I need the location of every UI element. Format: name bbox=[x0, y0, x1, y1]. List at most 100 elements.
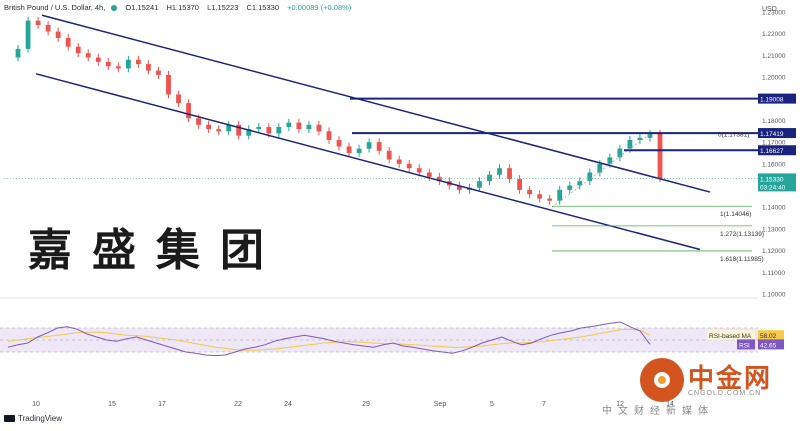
candle-body bbox=[326, 131, 332, 140]
rsi-ma-name: RSI-based MA bbox=[709, 333, 752, 340]
candle-body bbox=[276, 126, 282, 134]
high-value: H1.15370 bbox=[166, 3, 199, 12]
current-price-tag bbox=[758, 173, 796, 192]
chart-header: British Pound / U.S. Dollar, 4h, O1.1524… bbox=[4, 3, 351, 12]
x-tick-label: 22 bbox=[234, 401, 242, 408]
tradingview-label: TradingView bbox=[18, 414, 63, 423]
candle-body bbox=[597, 163, 603, 173]
tradingview-icon bbox=[4, 415, 15, 423]
price-level-label: 1.17419 bbox=[760, 131, 784, 138]
price-level-tag bbox=[758, 145, 796, 156]
rsi-line bbox=[7, 321, 651, 357]
open-value: O1.15241 bbox=[125, 3, 159, 12]
x-tick-label: 5 bbox=[490, 401, 494, 408]
candle-body bbox=[316, 124, 322, 132]
rsi-ma-value: 58.02 bbox=[760, 333, 777, 340]
candle-body bbox=[35, 20, 41, 26]
candle-body bbox=[527, 189, 532, 195]
fib-label: 1.272(1.13139) bbox=[720, 231, 764, 238]
change-value: +0.00089 (+0.08%) bbox=[287, 3, 352, 12]
candle-body bbox=[216, 129, 222, 132]
y-tick-label: 1.17000 bbox=[762, 140, 786, 147]
candle-body bbox=[125, 59, 131, 69]
candle-body bbox=[306, 124, 312, 130]
candle-body bbox=[55, 31, 61, 39]
tradingview-logo[interactable]: TradingView bbox=[4, 414, 62, 423]
y-tick-label: 1.11000 bbox=[762, 270, 785, 277]
candle-body bbox=[336, 139, 342, 147]
candle-body bbox=[226, 124, 232, 132]
low-value: L1.15223 bbox=[207, 3, 239, 12]
fib-label: 1.618(1.11985) bbox=[720, 256, 764, 263]
symbol-title: British Pound / U.S. Dollar, 4h, bbox=[4, 3, 106, 12]
candle-body bbox=[146, 64, 151, 71]
candle-body bbox=[25, 20, 31, 49]
candle-body bbox=[396, 159, 402, 164]
candle-body bbox=[75, 46, 81, 54]
fib-label: 0(1.17381) bbox=[718, 131, 749, 138]
candle-body bbox=[45, 25, 51, 32]
y-tick-label: 1.18000 bbox=[762, 118, 786, 125]
price-level-tag bbox=[758, 93, 796, 104]
close-value: C1.15330 bbox=[246, 3, 279, 12]
y-tick-label: 1.21000 bbox=[762, 53, 786, 60]
fib-anchor-line bbox=[551, 133, 651, 208]
y-tick-label: 1.20000 bbox=[762, 75, 786, 82]
candle-body bbox=[136, 59, 141, 65]
x-tick-label: 15 bbox=[108, 401, 116, 408]
y-tick-label: 1.23000 bbox=[762, 10, 786, 17]
x-tick-label: Sep bbox=[434, 401, 447, 408]
candle-body bbox=[426, 172, 432, 177]
candle-body bbox=[627, 139, 633, 149]
candle-body bbox=[266, 126, 272, 134]
candle-body bbox=[296, 122, 302, 130]
candle-body bbox=[356, 148, 362, 153]
candle-body bbox=[386, 150, 392, 160]
y-tick-label: 1.22000 bbox=[762, 31, 786, 38]
candle-body bbox=[65, 38, 71, 47]
price-axis-bg bbox=[758, 0, 800, 431]
candle-body bbox=[547, 198, 553, 201]
candle-body bbox=[587, 172, 593, 182]
candle-body bbox=[196, 118, 201, 125]
candle-body bbox=[105, 61, 111, 67]
fib-label: 1(1.14046) bbox=[720, 211, 751, 218]
rsi-ma-tag bbox=[707, 330, 755, 341]
candle-body bbox=[156, 70, 161, 75]
candle-body bbox=[95, 57, 101, 62]
x-tick-label: 17 bbox=[158, 401, 166, 408]
x-tick-label: 24 bbox=[284, 401, 292, 408]
y-tick-label: 1.12000 bbox=[762, 248, 786, 255]
current-price-label: 1.15330 bbox=[760, 176, 784, 183]
y-tick-label: 1.16000 bbox=[762, 161, 786, 168]
candle-body bbox=[286, 122, 292, 127]
candle-body bbox=[85, 53, 91, 58]
cngold-brand: 中金网 CNGOLD.COM.CN 中文财经新媒体 bbox=[602, 356, 798, 417]
candle-body bbox=[246, 129, 252, 136]
brand-domain: CNGOLD.COM.CN bbox=[688, 390, 762, 397]
y-tick-label: 1.14000 bbox=[762, 205, 786, 212]
brand-tagline: 中文财经新媒体 bbox=[602, 406, 714, 417]
candle-body bbox=[406, 163, 412, 169]
x-tick-label: 14 bbox=[666, 401, 674, 408]
candle-body bbox=[236, 124, 242, 136]
rsi-ma-value-tag bbox=[758, 330, 784, 341]
candle-body bbox=[537, 194, 543, 199]
x-tick-label: 10 bbox=[32, 401, 40, 408]
currency-label: USD bbox=[762, 6, 777, 13]
candle-body bbox=[477, 181, 482, 188]
price-level-tag bbox=[758, 128, 796, 139]
price-level-label: 1.19008 bbox=[760, 97, 784, 104]
candle-body bbox=[186, 103, 191, 119]
candle-body bbox=[567, 185, 573, 190]
candle-body bbox=[637, 137, 643, 140]
brand-name: 中金网 bbox=[688, 364, 773, 394]
price-level-label: 1.16627 bbox=[760, 148, 784, 155]
candle-body bbox=[176, 94, 181, 104]
x-tick-label: 29 bbox=[362, 401, 370, 408]
rsi-ma-line bbox=[7, 328, 651, 351]
candle-body bbox=[507, 168, 512, 180]
market-status-dot bbox=[111, 5, 118, 12]
x-tick-label: 7 bbox=[542, 401, 546, 408]
